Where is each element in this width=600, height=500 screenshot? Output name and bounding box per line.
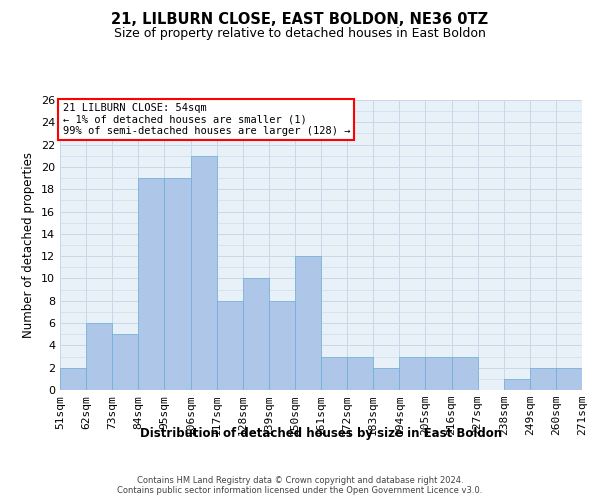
Bar — [191, 156, 217, 390]
Bar — [86, 323, 112, 390]
Text: 21, LILBURN CLOSE, EAST BOLDON, NE36 0TZ: 21, LILBURN CLOSE, EAST BOLDON, NE36 0TZ — [112, 12, 488, 28]
Text: Distribution of detached houses by size in East Boldon: Distribution of detached houses by size … — [140, 428, 502, 440]
Bar — [452, 356, 478, 390]
Bar — [556, 368, 582, 390]
Bar — [164, 178, 191, 390]
Bar — [400, 356, 425, 390]
Bar — [504, 379, 530, 390]
Bar — [269, 301, 295, 390]
Bar — [295, 256, 321, 390]
Bar — [139, 178, 164, 390]
Bar — [373, 368, 400, 390]
Bar — [530, 368, 556, 390]
Text: 21 LILBURN CLOSE: 54sqm
← 1% of detached houses are smaller (1)
99% of semi-deta: 21 LILBURN CLOSE: 54sqm ← 1% of detached… — [62, 103, 350, 136]
Bar — [242, 278, 269, 390]
Y-axis label: Number of detached properties: Number of detached properties — [22, 152, 35, 338]
Bar — [425, 356, 452, 390]
Bar — [321, 356, 347, 390]
Bar — [60, 368, 86, 390]
Text: Contains HM Land Registry data © Crown copyright and database right 2024.
Contai: Contains HM Land Registry data © Crown c… — [118, 476, 482, 495]
Bar — [112, 334, 139, 390]
Bar — [347, 356, 373, 390]
Text: Size of property relative to detached houses in East Boldon: Size of property relative to detached ho… — [114, 28, 486, 40]
Bar — [217, 301, 243, 390]
